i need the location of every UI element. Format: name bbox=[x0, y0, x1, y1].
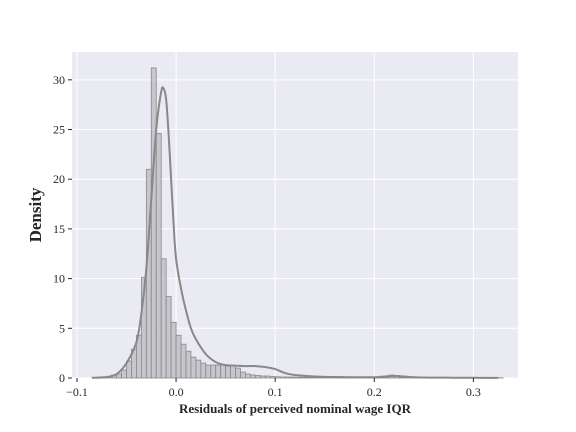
histogram-bar bbox=[279, 376, 286, 379]
histogram-bar bbox=[284, 376, 291, 379]
y-tick-label: 10 bbox=[53, 272, 65, 286]
y-tick-label: 30 bbox=[53, 73, 65, 87]
histogram-bar bbox=[185, 350, 192, 379]
y-tick-label: 0 bbox=[59, 371, 65, 385]
histogram-bar bbox=[215, 364, 222, 379]
histogram-bar bbox=[304, 376, 311, 379]
histogram-bar bbox=[170, 321, 177, 379]
histogram-bar bbox=[259, 375, 266, 379]
histogram-bar bbox=[240, 371, 246, 379]
histogram-bar bbox=[230, 365, 236, 379]
kde-curve-group bbox=[91, 86, 499, 379]
histogram-bar bbox=[254, 375, 261, 379]
x-tick-label: 0.0 bbox=[169, 385, 184, 399]
y-tick-label: 25 bbox=[53, 123, 65, 137]
histogram-bar bbox=[155, 133, 162, 379]
histogram-bar bbox=[264, 375, 271, 379]
histogram-bar bbox=[160, 258, 167, 379]
histogram-bar bbox=[195, 359, 202, 379]
x-tick-label: 0.2 bbox=[367, 385, 382, 399]
histogram-bar bbox=[299, 376, 306, 379]
histogram-bar bbox=[205, 364, 212, 379]
histogram-bar bbox=[294, 376, 301, 379]
histogram-bar bbox=[289, 376, 296, 379]
histogram-bar bbox=[200, 362, 207, 379]
histogram-bar bbox=[245, 373, 251, 379]
histogram-bar bbox=[165, 296, 172, 379]
y-tick-label: 15 bbox=[53, 222, 65, 236]
x-axis-label: Residuals of perceived nominal wage IQR bbox=[179, 401, 412, 416]
kde-curve bbox=[91, 86, 499, 379]
y-axis-ticks: 0 5 10 15 20 25 30 bbox=[53, 73, 72, 385]
histogram-bar bbox=[274, 376, 281, 379]
histogram-bar bbox=[175, 334, 182, 379]
histogram-bar bbox=[220, 364, 227, 379]
y-axis-label: Density bbox=[26, 187, 45, 242]
histogram-bar bbox=[180, 343, 187, 379]
histogram-bar bbox=[269, 376, 276, 379]
histogram-bar bbox=[225, 365, 231, 379]
x-tick-label: 0.1 bbox=[268, 385, 283, 399]
y-tick-label: 5 bbox=[59, 321, 65, 335]
y-tick-label: 20 bbox=[53, 172, 65, 186]
histogram-bar bbox=[121, 369, 127, 379]
x-axis-ticks: −0.1 0.0 0.1 0.2 0.3 bbox=[66, 378, 481, 399]
histogram-bar bbox=[150, 67, 157, 379]
histogram-bar bbox=[190, 356, 197, 379]
x-tick-label: −0.1 bbox=[66, 385, 88, 399]
histogram-bar bbox=[235, 367, 241, 379]
histogram-bar bbox=[249, 374, 256, 379]
x-tick-label: 0.3 bbox=[466, 385, 481, 399]
histogram-bar bbox=[210, 364, 217, 379]
